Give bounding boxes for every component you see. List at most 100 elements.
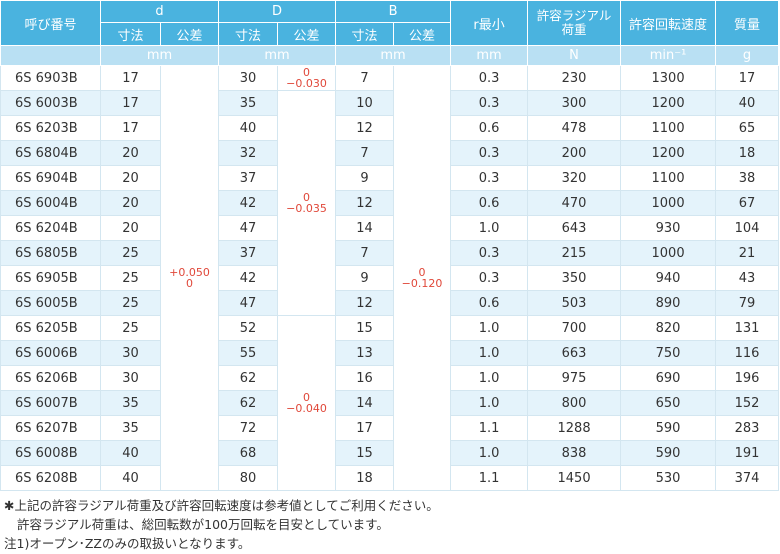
tolerance-upper: 0 bbox=[303, 191, 311, 204]
cell: 6S 6905B bbox=[0, 265, 101, 291]
header-cell: 許容回転速度 bbox=[620, 0, 717, 46]
cell: 67 bbox=[715, 190, 780, 216]
table-row: 寸法 公差 寸法 公差 寸法 公差 bbox=[1, 22, 779, 46]
cell: 0.6 bbox=[450, 190, 529, 216]
cell: 42 bbox=[218, 265, 279, 291]
cell: 30 bbox=[100, 365, 161, 391]
tolerance-upper: 0 bbox=[418, 266, 426, 279]
cell: 1450 bbox=[527, 465, 622, 491]
unit-cell: mm bbox=[218, 45, 337, 66]
cell: 890 bbox=[620, 290, 717, 316]
cell: 20 bbox=[100, 215, 161, 241]
tolerance-lower: −0.035 bbox=[286, 202, 327, 215]
header-cell: 公差 bbox=[159, 22, 220, 46]
table-row: 6S 6004B 20 42 12 0.6 470 1000 67 bbox=[0, 190, 780, 216]
cell: 1.1 bbox=[450, 465, 529, 491]
cell: 35 bbox=[100, 390, 161, 416]
cell: 17 bbox=[100, 115, 161, 141]
unit-cell bbox=[0, 45, 101, 66]
cell: 1.0 bbox=[450, 440, 529, 466]
cell: 80 bbox=[218, 465, 279, 491]
cell: 25 bbox=[100, 265, 161, 291]
table-row: 6S 6205B 25 52 0 −0.040 15 1.0 700 820 131 bbox=[0, 315, 780, 491]
cell: 25 bbox=[100, 290, 161, 316]
cell: 503 bbox=[527, 290, 622, 316]
cell: 40 bbox=[218, 115, 279, 141]
header-cell: 寸法 bbox=[100, 22, 161, 46]
table-row: 6S 6804B 20 32 7 0.3 200 1200 18 bbox=[0, 140, 780, 166]
cell: 0.6 bbox=[450, 115, 529, 141]
cell: 0.3 bbox=[450, 240, 529, 266]
cell: 1288 bbox=[527, 415, 622, 441]
cell: 25 bbox=[100, 240, 161, 266]
cell: 6S 6008B bbox=[0, 440, 101, 466]
cell: 14 bbox=[335, 390, 395, 416]
cell: 35 bbox=[218, 90, 279, 116]
cell: 52 bbox=[218, 315, 279, 341]
header-cell: B bbox=[335, 0, 452, 23]
tolerance-cell: 0 −0.030 bbox=[277, 65, 337, 91]
cell: 320 bbox=[527, 165, 622, 191]
header-cell: 公差 bbox=[277, 22, 337, 46]
cell: 72 bbox=[218, 415, 279, 441]
cell: 200 bbox=[527, 140, 622, 166]
cell: 6S 6205B bbox=[0, 315, 101, 341]
cell: 17 bbox=[100, 65, 161, 91]
cell: 940 bbox=[620, 265, 717, 291]
cell: 1200 bbox=[620, 140, 717, 166]
cell: 116 bbox=[715, 340, 780, 366]
cell: 68 bbox=[218, 440, 279, 466]
table-row: 6S 6003B 17 35 0 −0.035 10 0.3 300 1200 40 bbox=[0, 90, 780, 316]
header-cell: 許容ラジアル 荷重 bbox=[527, 0, 622, 46]
table-row: 6S 6206B 30 62 16 1.0 975 690 196 bbox=[0, 365, 780, 391]
cell: 0.3 bbox=[450, 90, 529, 116]
cell: 65 bbox=[715, 115, 780, 141]
cell: 0.3 bbox=[450, 165, 529, 191]
header-cell: 呼び番号 bbox=[0, 0, 101, 46]
cell: 1300 bbox=[620, 65, 717, 91]
cell: 10 bbox=[335, 90, 395, 116]
cell: 13 bbox=[335, 340, 395, 366]
tolerance-lower: 0 bbox=[186, 277, 193, 290]
tolerance-lower: −0.120 bbox=[401, 277, 443, 290]
cell: 975 bbox=[527, 365, 622, 391]
cell: 1.0 bbox=[450, 390, 529, 416]
table-row: 6S 6208B 40 80 18 1.1 1450 530 374 bbox=[0, 465, 780, 491]
cell: 0.3 bbox=[450, 65, 529, 91]
cell: 12 bbox=[335, 115, 395, 141]
cell: 643 bbox=[527, 215, 622, 241]
cell: 6S 6006B bbox=[0, 340, 101, 366]
unit-cell: min⁻¹ bbox=[620, 45, 717, 66]
cell: 1200 bbox=[620, 90, 717, 116]
tolerance-upper: 0 bbox=[303, 66, 311, 79]
cell: 40 bbox=[100, 440, 161, 466]
cell: 6S 6204B bbox=[0, 215, 101, 241]
cell: 15 bbox=[335, 440, 395, 466]
cell: 17 bbox=[715, 65, 780, 91]
cell: 17 bbox=[100, 90, 161, 116]
table-row: 6S 6903B 17 +0.050 0 30 0 −0.030 7 0 −0.120 0.3 230… bbox=[0, 65, 780, 491]
note: ✱上記の許容ラジアル荷重及び許容回転速度は参考値としてご利用ください。 bbox=[4, 498, 439, 513]
cell: 32 bbox=[218, 140, 279, 166]
unit-cell: g bbox=[715, 45, 780, 66]
cell: 0.3 bbox=[450, 140, 529, 166]
cell: 6S 6805B bbox=[0, 240, 101, 266]
cell: 6S 6804B bbox=[0, 140, 101, 166]
cell: 6S 6206B bbox=[0, 365, 101, 391]
cell: 374 bbox=[715, 465, 780, 491]
cell: 1100 bbox=[620, 165, 717, 191]
cell: 18 bbox=[335, 465, 395, 491]
cell: 55 bbox=[218, 340, 279, 366]
cell: 650 bbox=[620, 390, 717, 416]
table-row: 6S 6203B 17 40 12 0.6 478 1100 65 bbox=[0, 115, 780, 141]
cell: 1.0 bbox=[450, 340, 529, 366]
cell: 7 bbox=[335, 240, 395, 266]
table-row: 6S 6005B 25 47 12 0.6 503 890 79 bbox=[0, 290, 780, 316]
tolerance-lower: −0.030 bbox=[286, 77, 327, 90]
cell: 104 bbox=[715, 215, 780, 241]
cell: 40 bbox=[715, 90, 780, 116]
cell: 820 bbox=[620, 315, 717, 341]
